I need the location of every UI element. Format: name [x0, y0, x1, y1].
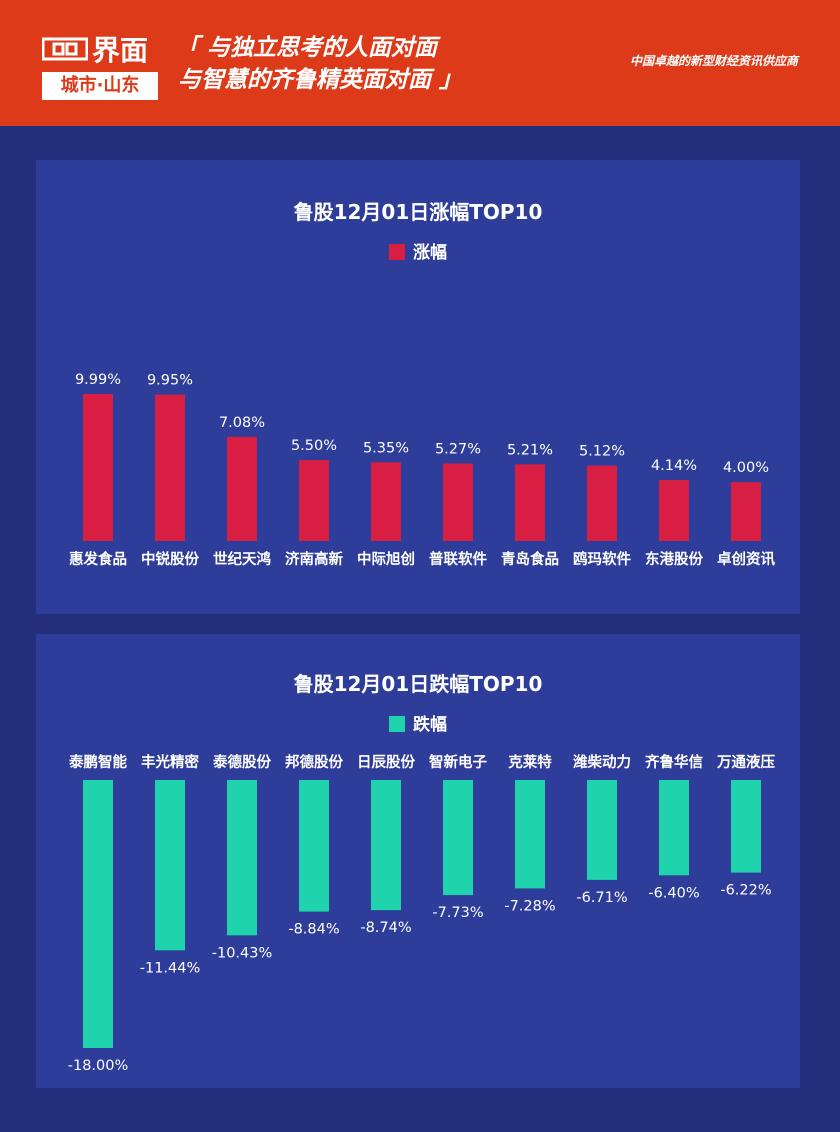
losers-legend-swatch: [389, 716, 405, 732]
value-label: 9.95%: [147, 373, 193, 389]
bar-中际旭创: [371, 462, 401, 541]
category-label: 丰光精密: [141, 753, 199, 771]
losers-legend-label: 跌幅: [413, 715, 447, 735]
value-label: -6.71%: [576, 890, 627, 906]
category-label: 普联软件: [429, 550, 487, 568]
value-label: 4.00%: [723, 460, 769, 476]
value-label: -11.44%: [140, 960, 201, 976]
bar-济南高新: [299, 460, 329, 541]
category-label: 日辰股份: [357, 753, 415, 771]
value-label: 7.08%: [219, 415, 265, 431]
bar-惠发食品: [83, 394, 113, 541]
gainers-legend-label: 涨幅: [413, 243, 447, 263]
category-label: 世纪天鸿: [213, 550, 271, 568]
category-label: 卓创资讯: [717, 550, 775, 568]
losers-legend: 跌幅: [36, 710, 800, 735]
value-label: -7.73%: [432, 905, 483, 921]
losers-chart-title: 鲁股12月01日跌幅TOP10: [293, 672, 543, 696]
category-label: 鸥玛软件: [573, 550, 631, 568]
logo-text: 界面: [92, 34, 149, 67]
category-label: 万通液压: [716, 753, 775, 771]
bar-潍柴动力: [587, 780, 617, 880]
category-label: 齐鲁华信: [645, 753, 703, 771]
value-label: -6.40%: [648, 885, 699, 901]
bar-万通液压: [731, 780, 761, 873]
bar-卓创资讯: [731, 482, 761, 541]
gainers-legend: 涨幅: [36, 238, 800, 263]
category-label: 中锐股份: [141, 550, 199, 568]
value-label: -8.74%: [360, 920, 411, 936]
value-label: 5.12%: [579, 444, 625, 460]
value-label: 5.35%: [363, 440, 409, 456]
bar-中锐股份: [155, 394, 185, 541]
bar-邦德股份: [299, 780, 329, 912]
value-label: 4.14%: [651, 458, 697, 474]
logo-mark-icon: [42, 37, 88, 61]
category-label: 潍柴动力: [573, 753, 631, 771]
slogan-line-1: 「 与独立思考的人面对面: [176, 35, 438, 61]
category-label: 青岛食品: [501, 550, 559, 568]
value-label: -7.28%: [504, 898, 555, 914]
value-label: -6.22%: [720, 883, 771, 899]
slogan: 「 与独立思考的人面对面 与智慧的齐鲁精英面对面 」: [176, 32, 462, 96]
value-label: 5.27%: [435, 441, 481, 457]
bar-鸥玛软件: [587, 465, 617, 541]
bar-泰鹏智能: [83, 780, 113, 1048]
bar-东港股份: [659, 480, 689, 541]
value-label: 5.50%: [291, 438, 337, 454]
slogan-line-2: 与智慧的齐鲁精英面对面 」: [178, 67, 463, 93]
logo-subtitle: 城市·山东: [42, 72, 158, 100]
category-label: 东港股份: [645, 550, 703, 568]
logo: 界面 城市·山东: [42, 34, 160, 100]
gainers-bar-chart: 9.99% 惠发食品 9.95% 中锐股份 7.08% 世纪天鸿 5.50% 济南高新 5.35…: [69, 372, 775, 568]
losers-chart-panel: 鲁股12月01日跌幅TOP10 跌幅 -18.00% 泰鹏智能 -11.44% 丰光精…: [36, 634, 800, 1088]
bar-普联软件: [443, 463, 473, 541]
bar-齐鲁华信: [659, 780, 689, 876]
gainers-legend-swatch: [389, 244, 405, 260]
bar-青岛食品: [515, 464, 545, 541]
bar-智新电子: [443, 780, 473, 896]
category-label: 克莱特: [508, 753, 552, 771]
gainers-chart-panel: 鲁股12月01日涨幅TOP10 涨幅 9.99% 惠发食品 9.95% 中锐股份 7.0…: [36, 160, 800, 614]
bar-日辰股份: [371, 780, 401, 911]
header-banner: 界面 城市·山东 「 与独立思考的人面对面 与智慧的齐鲁精英面对面 」 中国卓越…: [0, 0, 840, 126]
value-label: 5.21%: [507, 442, 553, 458]
tagline: 中国卓越的新型财经资讯供应商: [629, 54, 798, 68]
category-label: 泰鹏智能: [69, 753, 127, 771]
category-label: 泰德股份: [213, 753, 271, 771]
category-label: 济南高新: [285, 550, 343, 568]
bar-克莱特: [515, 780, 545, 889]
category-label: 智新电子: [429, 753, 487, 771]
value-label: -10.43%: [212, 945, 273, 961]
losers-bar-chart: -18.00% 泰鹏智能 -11.44% 丰光精密 -10.43% 泰德股份 -8.84% 邦…: [68, 753, 776, 1074]
category-label: 邦德股份: [285, 753, 343, 771]
value-label: 9.99%: [75, 372, 121, 388]
category-label: 中际旭创: [357, 550, 415, 568]
gainers-chart-title: 鲁股12月01日涨幅TOP10: [293, 200, 543, 224]
category-label: 惠发食品: [69, 550, 127, 568]
bar-丰光精密: [155, 780, 185, 951]
value-label: -8.84%: [288, 922, 339, 938]
value-label: -18.00%: [68, 1058, 129, 1074]
bar-世纪天鸿: [227, 436, 257, 541]
bar-泰德股份: [227, 780, 257, 936]
